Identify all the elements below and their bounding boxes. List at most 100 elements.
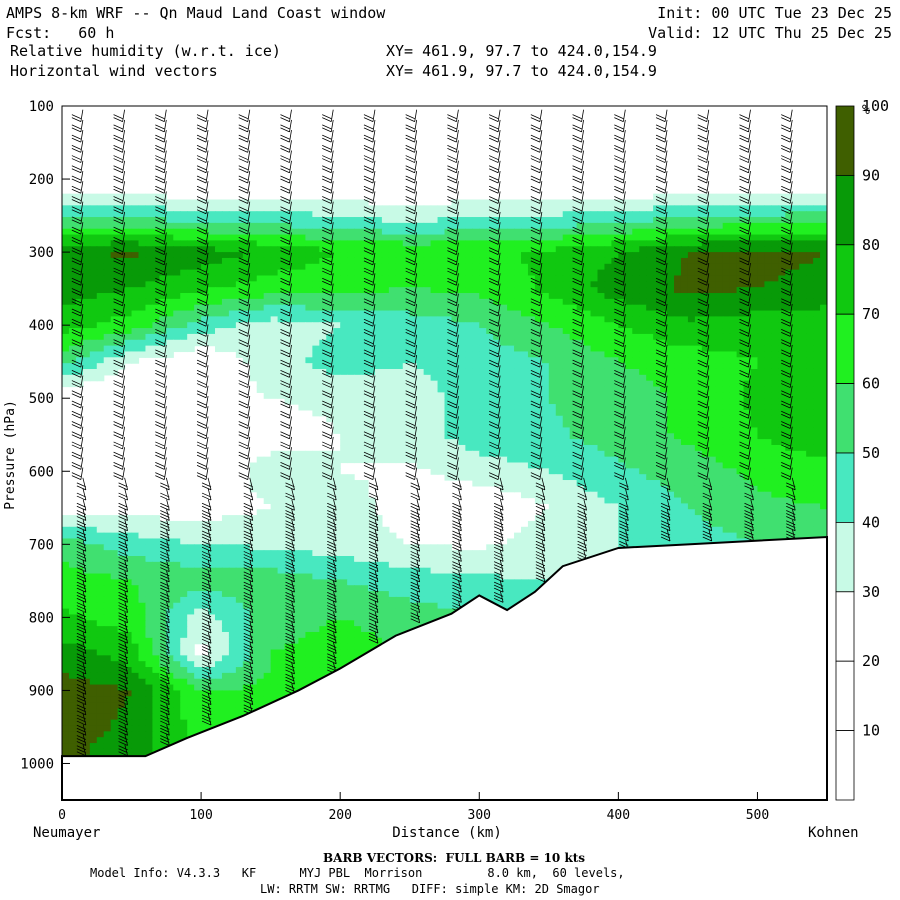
- rh-cell: [62, 228, 70, 236]
- rh-cell: [541, 310, 550, 317]
- rh-cell: [667, 310, 675, 317]
- rh-cell: [305, 252, 313, 259]
- rh-cell: [215, 345, 223, 353]
- rh-cell: [576, 211, 585, 218]
- rh-cell: [694, 287, 703, 294]
- rh-cell: [680, 298, 689, 306]
- rh-cell: [451, 392, 460, 399]
- rh-cell: [597, 217, 606, 224]
- rh-cell: [729, 298, 738, 306]
- rh-cell: [680, 322, 689, 329]
- rh-cell: [486, 363, 494, 370]
- rh-cell: [813, 351, 821, 358]
- rh-cell: [604, 427, 613, 434]
- rh-cell: [562, 228, 571, 236]
- rh-cell: [500, 275, 508, 282]
- rh-cell: [507, 234, 515, 242]
- rh-cell: [256, 345, 265, 353]
- rh-cell: [674, 322, 682, 329]
- rh-cell: [562, 339, 571, 347]
- rh-cell: [110, 240, 119, 247]
- rh-cell: [750, 374, 759, 382]
- rh-cell: [437, 240, 446, 247]
- rh-cell: [388, 339, 397, 347]
- rh-cell: [62, 298, 70, 306]
- rh-cell: [430, 386, 439, 393]
- rh-cell: [145, 298, 154, 306]
- rh-cell: [639, 462, 647, 469]
- rh-cell: [117, 269, 126, 277]
- rh-cell: [680, 310, 689, 317]
- rh-cell: [374, 240, 383, 247]
- rh-cell: [416, 240, 425, 247]
- rh-cell: [750, 398, 759, 405]
- rh-cell: [562, 497, 571, 505]
- rh-cell: [228, 281, 237, 288]
- rh-cell: [180, 293, 188, 300]
- rh-cell: [340, 234, 348, 242]
- rh-cell: [639, 439, 647, 446]
- rh-cell: [555, 269, 564, 277]
- rh-cell: [778, 240, 786, 247]
- rh-cell: [152, 351, 160, 358]
- rh-cell: [319, 368, 327, 376]
- rh-cell: [792, 491, 800, 499]
- rh-cell: [764, 368, 772, 376]
- rh-cell: [103, 281, 112, 288]
- rh-cell: [562, 275, 571, 282]
- rh-cell: [437, 310, 446, 317]
- rh-cell: [632, 228, 640, 236]
- rh-cell: [444, 351, 453, 358]
- rh-cell: [757, 468, 766, 475]
- rh-cell: [757, 427, 766, 434]
- rh-cell: [270, 339, 279, 347]
- rh-cell: [180, 211, 188, 218]
- rh-cell: [298, 462, 307, 469]
- rh-cell: [416, 263, 425, 271]
- rh-cell: [479, 404, 487, 411]
- rh-cell: [458, 322, 466, 329]
- rh-cell: [388, 293, 397, 300]
- rh-cell: [583, 211, 592, 218]
- rh-cell: [444, 450, 453, 458]
- rh-cell: [701, 304, 710, 312]
- rh-cell: [507, 421, 515, 429]
- rh-cell: [284, 345, 293, 353]
- rh-cell: [604, 363, 613, 370]
- rh-cell: [263, 222, 272, 230]
- rh-cell: [750, 462, 759, 469]
- rh-cell: [646, 211, 654, 218]
- rh-cell: [708, 211, 717, 218]
- rh-cell: [576, 293, 585, 300]
- rh-cell: [590, 380, 599, 388]
- rh-cell: [152, 287, 160, 294]
- rh-cell: [569, 228, 578, 236]
- rh-cell: [569, 269, 578, 277]
- rh-cell: [374, 246, 383, 253]
- rh-cell: [743, 415, 752, 423]
- rh-cell: [347, 374, 355, 382]
- rh-cell: [632, 392, 640, 399]
- rh-cell: [347, 503, 355, 510]
- rh-cell: [117, 263, 126, 271]
- rh-cell: [785, 269, 793, 277]
- rh-cell: [632, 404, 640, 411]
- rh-cell: [458, 433, 466, 440]
- rh-cell: [326, 485, 334, 493]
- rh-cell: [354, 246, 362, 253]
- rh-cell: [437, 316, 446, 323]
- rh-cell: [792, 240, 800, 247]
- rh-cell: [680, 263, 689, 271]
- rh-cell: [472, 351, 480, 358]
- rh-cell: [451, 328, 460, 335]
- rh-cell: [270, 491, 279, 499]
- rh-cell: [708, 222, 717, 230]
- rh-cell: [799, 415, 807, 423]
- rh-cell: [687, 444, 696, 452]
- rh-cell: [235, 328, 244, 335]
- rh-cell: [778, 433, 786, 440]
- rh-cell: [799, 246, 807, 253]
- rh-cell: [625, 234, 633, 242]
- rh-cell: [541, 281, 550, 288]
- rh-cell: [771, 450, 779, 458]
